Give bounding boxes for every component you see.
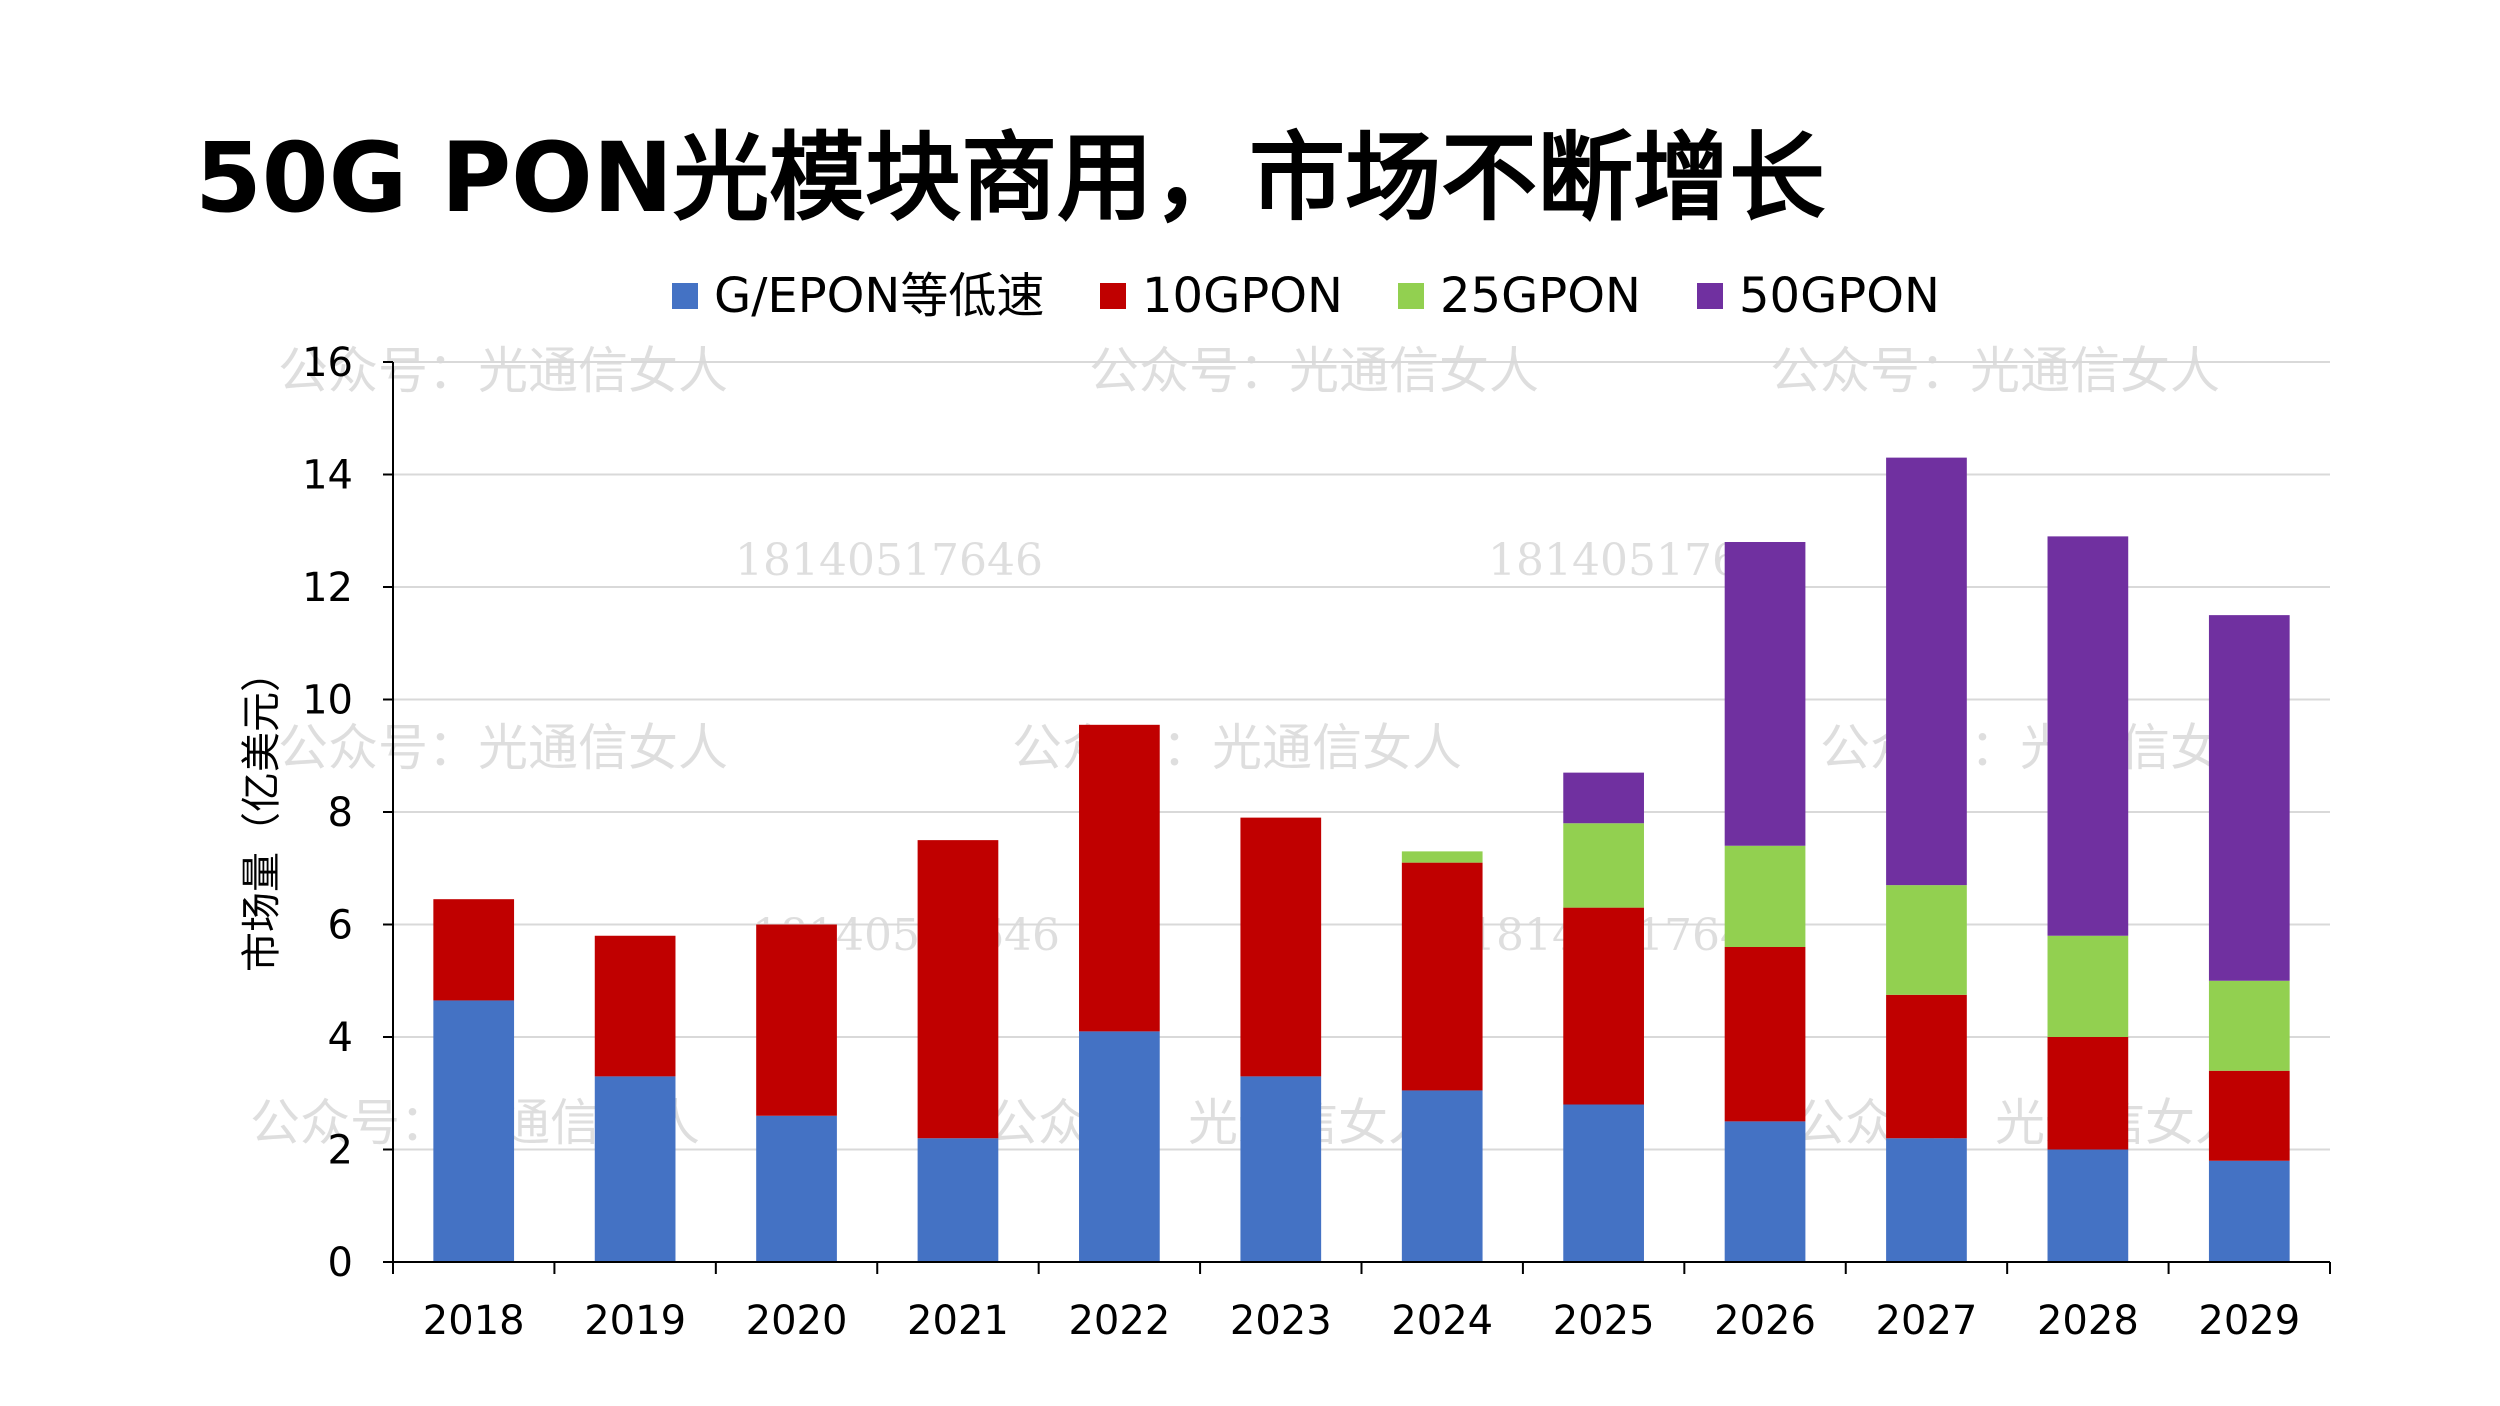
- bar-segment: [1401, 862, 1483, 1091]
- legend-swatch: [1398, 283, 1424, 309]
- bar-segment: [1401, 851, 1483, 863]
- watermark-text: 公众号：光通信女人: [278, 719, 728, 777]
- bar-segment: [1240, 1076, 1322, 1262]
- y-tick-label: 12: [302, 565, 353, 611]
- page-title: 50G PON光模块商用，市场不断增长: [195, 122, 1826, 234]
- x-tick-label: 2024: [1391, 1298, 1493, 1344]
- x-tick-label: 2019: [584, 1298, 686, 1344]
- x-tick-label: 2028: [2037, 1298, 2139, 1344]
- bar-segment: [1079, 1031, 1160, 1262]
- y-tick-label: 2: [328, 1128, 353, 1174]
- bars: [433, 457, 2290, 1262]
- bar-segment: [1240, 817, 1322, 1077]
- bar-segment: [2047, 536, 2129, 936]
- x-tick-label: 2023: [1230, 1298, 1332, 1344]
- x-tick-label: 2026: [1714, 1298, 1816, 1344]
- bar-segment: [917, 1138, 999, 1262]
- watermark-text: 公众号：光通信女人: [278, 342, 728, 400]
- bar-segment: [594, 935, 676, 1077]
- bar-segment: [1886, 1138, 1967, 1262]
- legend-swatch: [1100, 283, 1126, 309]
- bar-segment: [1563, 1104, 1644, 1262]
- y-tick-label: 16: [302, 340, 353, 386]
- legend-label: 25GPON: [1440, 268, 1641, 324]
- gridlines: [393, 361, 2330, 1151]
- bar-segment: [1724, 542, 1806, 846]
- x-tick-label: 2025: [1553, 1298, 1655, 1344]
- bar-segment: [2047, 1149, 2129, 1262]
- y-tick-label: 4: [328, 1015, 353, 1061]
- bar-segment: [2208, 980, 2290, 1071]
- bar-segment: [917, 840, 999, 1139]
- x-tick-label: 2021: [907, 1298, 1009, 1344]
- bar-segment: [756, 1115, 837, 1262]
- bar-segment: [1079, 724, 1160, 1032]
- watermark-text: 公众号：光通信女人: [1770, 342, 2220, 400]
- axes: 0 2 4 6 8 10 12 14 16 2018 2019 2020 2021 2022 2023 202…: [239, 340, 2331, 1344]
- bar-segment: [1724, 845, 1806, 947]
- x-tick-label: 2022: [1068, 1298, 1170, 1344]
- x-tick-label: 2020: [746, 1298, 848, 1344]
- legend-label: 50GPON: [1739, 268, 1940, 324]
- y-tick-label: 0: [328, 1240, 353, 1286]
- x-tick-label: 2029: [2198, 1298, 2300, 1344]
- watermark-text: 公众号：光通信女人: [988, 1094, 1438, 1152]
- bar-segment: [756, 924, 837, 1116]
- watermark-text: 公众号：光通信女人: [1795, 1094, 2245, 1152]
- bar-segment: [1563, 907, 1644, 1105]
- bar-segment: [2208, 1160, 2290, 1262]
- watermark-text: 公众号：光通信女人: [1089, 342, 1539, 400]
- bar-segment: [1563, 772, 1644, 824]
- y-axis-title: 市场量（亿美元）: [239, 652, 285, 972]
- legend-label: 10GPON: [1142, 268, 1343, 324]
- bar-segment: [1886, 994, 1967, 1139]
- legend-swatch: [1697, 283, 1723, 309]
- y-tick-label: 6: [328, 903, 353, 949]
- x-tick-label: 2027: [1876, 1298, 1978, 1344]
- legend-label: G/EPON等低速: [714, 268, 1044, 324]
- legend-swatch: [672, 283, 698, 309]
- x-tick-label: 2018: [423, 1298, 525, 1344]
- y-tick-label: 10: [302, 678, 353, 724]
- bar-segment: [2047, 1037, 2129, 1150]
- bar-segment: [2208, 1070, 2290, 1161]
- bar-segment: [1401, 1090, 1483, 1262]
- bar-segment: [2208, 615, 2290, 981]
- bar-segment: [1724, 1121, 1806, 1262]
- bar-segment: [2047, 935, 2129, 1037]
- bar-segment: [433, 899, 515, 1001]
- bar-segment: [1886, 885, 1967, 995]
- bar-segment: [433, 1000, 515, 1262]
- bar-segment: [1563, 823, 1644, 908]
- bar-segment: [1886, 457, 1967, 886]
- bar-segment: [594, 1076, 676, 1262]
- y-tick-label: 14: [302, 453, 353, 499]
- y-tick-label: 8: [328, 790, 353, 836]
- bar-segment: [1724, 947, 1806, 1122]
- legend: G/EPON等低速 10GPON 25GPON 50GPON: [672, 268, 1940, 324]
- watermark-phone: 18140517646: [735, 535, 1043, 586]
